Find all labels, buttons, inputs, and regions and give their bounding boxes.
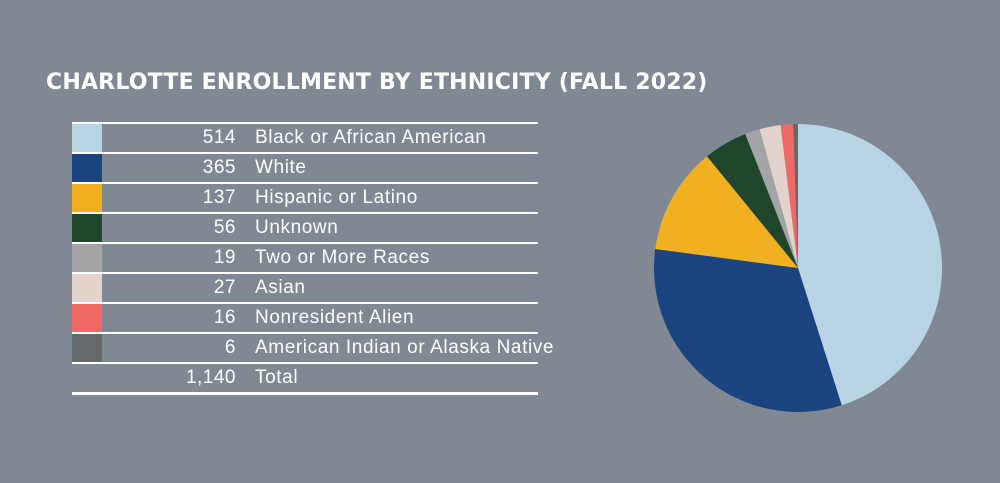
legend-table: 514 Black or African American 365 White … [72,122,553,395]
legend-swatch [72,274,102,302]
legend-row-black: 514 Black or African American [72,122,538,152]
pie-slice-black-or-african-american [798,124,943,406]
legend-row-asian: 27 Asian [72,272,538,302]
pie-chart [654,124,943,412]
legend-count: 6 [224,337,236,358]
legend-label: Nonresident Alien [255,307,415,328]
total-count: 1,140 [185,367,236,388]
legend-row-white: 365 White [72,152,538,182]
pie-slice-american-indian-or-alaska-native [793,124,798,268]
legend-swatch [72,334,102,362]
pie-slice-white [654,249,842,412]
legend-swatch [72,124,102,152]
legend-count: 365 [202,157,236,178]
legend-swatch [72,244,102,272]
legend-row-two-or-more: 19 Two or More Races [72,242,538,272]
legend-swatch [72,184,102,212]
legend-label: Unknown [255,217,339,238]
chart-title: CHARLOTTE ENROLLMENT BY ETHNICITY (FALL … [46,70,708,95]
legend-row-hispanic: 137 Hispanic or Latino [72,182,538,212]
legend-swatch [72,154,102,182]
legend-label: American Indian or Alaska Native [255,337,555,358]
legend-row-american-indian: 6 American Indian or Alaska Native [72,332,553,362]
legend-row-nonresident: 16 Nonresident Alien [72,302,538,332]
legend-count: 16 [213,307,236,328]
pie-slice-two-or-more-races [745,129,798,268]
legend-swatch [72,214,102,242]
legend-swatch [72,304,102,332]
legend-row-total: 1,140 Total [72,362,538,395]
pie-slice-unknown [707,133,798,268]
pie-slice-nonresident-alien [780,124,798,268]
legend-count: 27 [213,277,236,298]
legend-count: 56 [213,217,236,238]
legend-label: Black or African American [255,127,487,148]
pie-chart-container [648,118,948,418]
legend-row-unknown: 56 Unknown [72,212,538,242]
legend-count: 19 [213,247,236,268]
legend-count: 137 [202,187,236,208]
legend-count: 514 [202,127,236,148]
legend-label: Asian [255,277,306,298]
pie-slice-hispanic-or-latino [655,156,798,268]
total-label: Total [255,367,299,388]
legend-label: Hispanic or Latino [255,187,418,208]
legend-label: Two or More Races [255,247,430,268]
legend-label: White [255,157,307,178]
pie-slice-asian [759,125,798,268]
